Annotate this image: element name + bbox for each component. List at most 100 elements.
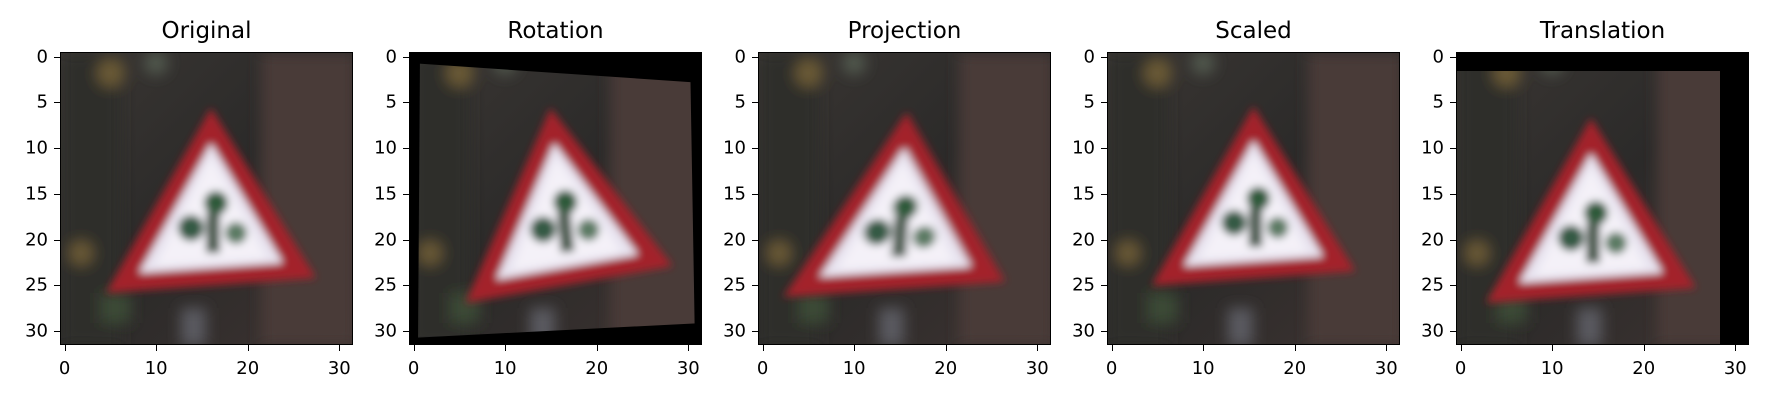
x-tick-mark bbox=[247, 345, 249, 351]
y-tick-mark bbox=[1450, 239, 1456, 241]
panel-title: Scaled bbox=[1215, 18, 1292, 44]
x-tick-mark bbox=[1037, 345, 1039, 351]
x-tick-label: 10 bbox=[1191, 358, 1215, 379]
x-tick-mark bbox=[505, 345, 507, 351]
y-tick-mark bbox=[403, 285, 409, 287]
x-tick-mark bbox=[762, 345, 764, 351]
y-tick-mark bbox=[752, 331, 758, 333]
x-tick-mark bbox=[596, 345, 598, 351]
y-tick-label: 10 bbox=[1072, 137, 1095, 159]
y-tick-label: 10 bbox=[723, 137, 746, 159]
x-tick-label: 10 bbox=[493, 358, 517, 379]
y-tick-label: 15 bbox=[1072, 183, 1095, 205]
y-tick-mark bbox=[1101, 239, 1107, 241]
y-tick-label: 15 bbox=[25, 183, 48, 205]
y-tick-label: 0 bbox=[1432, 46, 1444, 68]
x-tick-label: 20 bbox=[1283, 358, 1307, 379]
panel-image bbox=[60, 52, 353, 345]
y-tick-mark bbox=[1450, 56, 1456, 58]
x-tick-mark bbox=[1386, 345, 1388, 351]
y-tick-mark bbox=[1101, 148, 1107, 150]
x-tick-label: 20 bbox=[934, 358, 958, 379]
x-tick-mark bbox=[945, 345, 947, 351]
y-tick-label: 0 bbox=[1083, 46, 1095, 68]
x-tick-label: 10 bbox=[144, 358, 168, 379]
y-tick-label: 20 bbox=[1072, 229, 1095, 251]
y-tick-label: 15 bbox=[723, 183, 746, 205]
y-tick-mark bbox=[54, 285, 60, 287]
road-sign-image bbox=[61, 53, 352, 344]
x-tick-label: 20 bbox=[585, 358, 609, 379]
y-tick-label: 10 bbox=[374, 137, 397, 159]
y-tick-mark bbox=[403, 148, 409, 150]
x-tick-label: 0 bbox=[1454, 358, 1467, 379]
panel-title: Projection bbox=[847, 18, 962, 44]
y-tick-label: 5 bbox=[385, 91, 397, 113]
x-tick-mark bbox=[156, 345, 158, 351]
y-tick-label: 0 bbox=[734, 46, 746, 68]
x-tick-label: 10 bbox=[1540, 358, 1564, 379]
x-tick-mark bbox=[1460, 345, 1462, 351]
y-tick-label: 5 bbox=[36, 91, 48, 113]
y-tick-label: 30 bbox=[1072, 320, 1095, 342]
y-tick-label: 15 bbox=[374, 183, 397, 205]
panel-image bbox=[758, 52, 1051, 345]
x-tick-mark bbox=[413, 345, 415, 351]
y-tick-mark bbox=[752, 285, 758, 287]
y-tick-mark bbox=[1101, 193, 1107, 195]
y-tick-mark bbox=[403, 193, 409, 195]
x-tick-label: 30 bbox=[676, 358, 700, 379]
y-tick-mark bbox=[54, 56, 60, 58]
y-tick-label: 25 bbox=[723, 274, 746, 296]
y-tick-mark bbox=[1101, 331, 1107, 333]
panel-title: Original bbox=[161, 18, 252, 44]
x-tick-mark bbox=[688, 345, 690, 351]
y-tick-label: 15 bbox=[1421, 183, 1444, 205]
y-tick-label: 20 bbox=[374, 229, 397, 251]
y-tick-label: 10 bbox=[1421, 137, 1444, 159]
x-tick-label: 30 bbox=[1374, 358, 1398, 379]
y-tick-label: 25 bbox=[25, 274, 48, 296]
y-tick-mark bbox=[403, 331, 409, 333]
y-tick-label: 30 bbox=[1421, 320, 1444, 342]
y-tick-label: 30 bbox=[723, 320, 746, 342]
y-tick-label: 20 bbox=[1421, 229, 1444, 251]
y-tick-mark bbox=[403, 56, 409, 58]
panel-image bbox=[1456, 52, 1749, 345]
x-tick-label: 0 bbox=[1105, 358, 1118, 379]
y-tick-label: 5 bbox=[734, 91, 746, 113]
x-tick-label: 30 bbox=[1723, 358, 1747, 379]
y-tick-mark bbox=[1101, 56, 1107, 58]
y-tick-label: 20 bbox=[25, 229, 48, 251]
y-tick-mark bbox=[54, 239, 60, 241]
x-tick-mark bbox=[854, 345, 856, 351]
x-tick-label: 0 bbox=[756, 358, 769, 379]
y-tick-mark bbox=[752, 239, 758, 241]
y-tick-mark bbox=[1101, 102, 1107, 104]
x-tick-label: 0 bbox=[58, 358, 71, 379]
x-tick-mark bbox=[1552, 345, 1554, 351]
x-tick-label: 30 bbox=[327, 358, 351, 379]
x-tick-mark bbox=[1735, 345, 1737, 351]
panel-title: Rotation bbox=[507, 18, 604, 44]
y-tick-mark bbox=[1450, 102, 1456, 104]
x-tick-mark bbox=[64, 345, 66, 351]
y-tick-mark bbox=[752, 148, 758, 150]
y-tick-mark bbox=[54, 148, 60, 150]
y-tick-mark bbox=[752, 56, 758, 58]
panel-image bbox=[409, 52, 702, 345]
y-tick-label: 5 bbox=[1432, 91, 1444, 113]
road-sign-image bbox=[410, 53, 701, 344]
road-sign-image bbox=[1108, 53, 1399, 344]
y-tick-mark bbox=[403, 102, 409, 104]
y-tick-mark bbox=[1450, 148, 1456, 150]
x-tick-label: 20 bbox=[236, 358, 260, 379]
y-tick-label: 0 bbox=[36, 46, 48, 68]
x-tick-mark bbox=[1111, 345, 1113, 351]
x-tick-label: 0 bbox=[407, 358, 420, 379]
y-tick-label: 30 bbox=[374, 320, 397, 342]
